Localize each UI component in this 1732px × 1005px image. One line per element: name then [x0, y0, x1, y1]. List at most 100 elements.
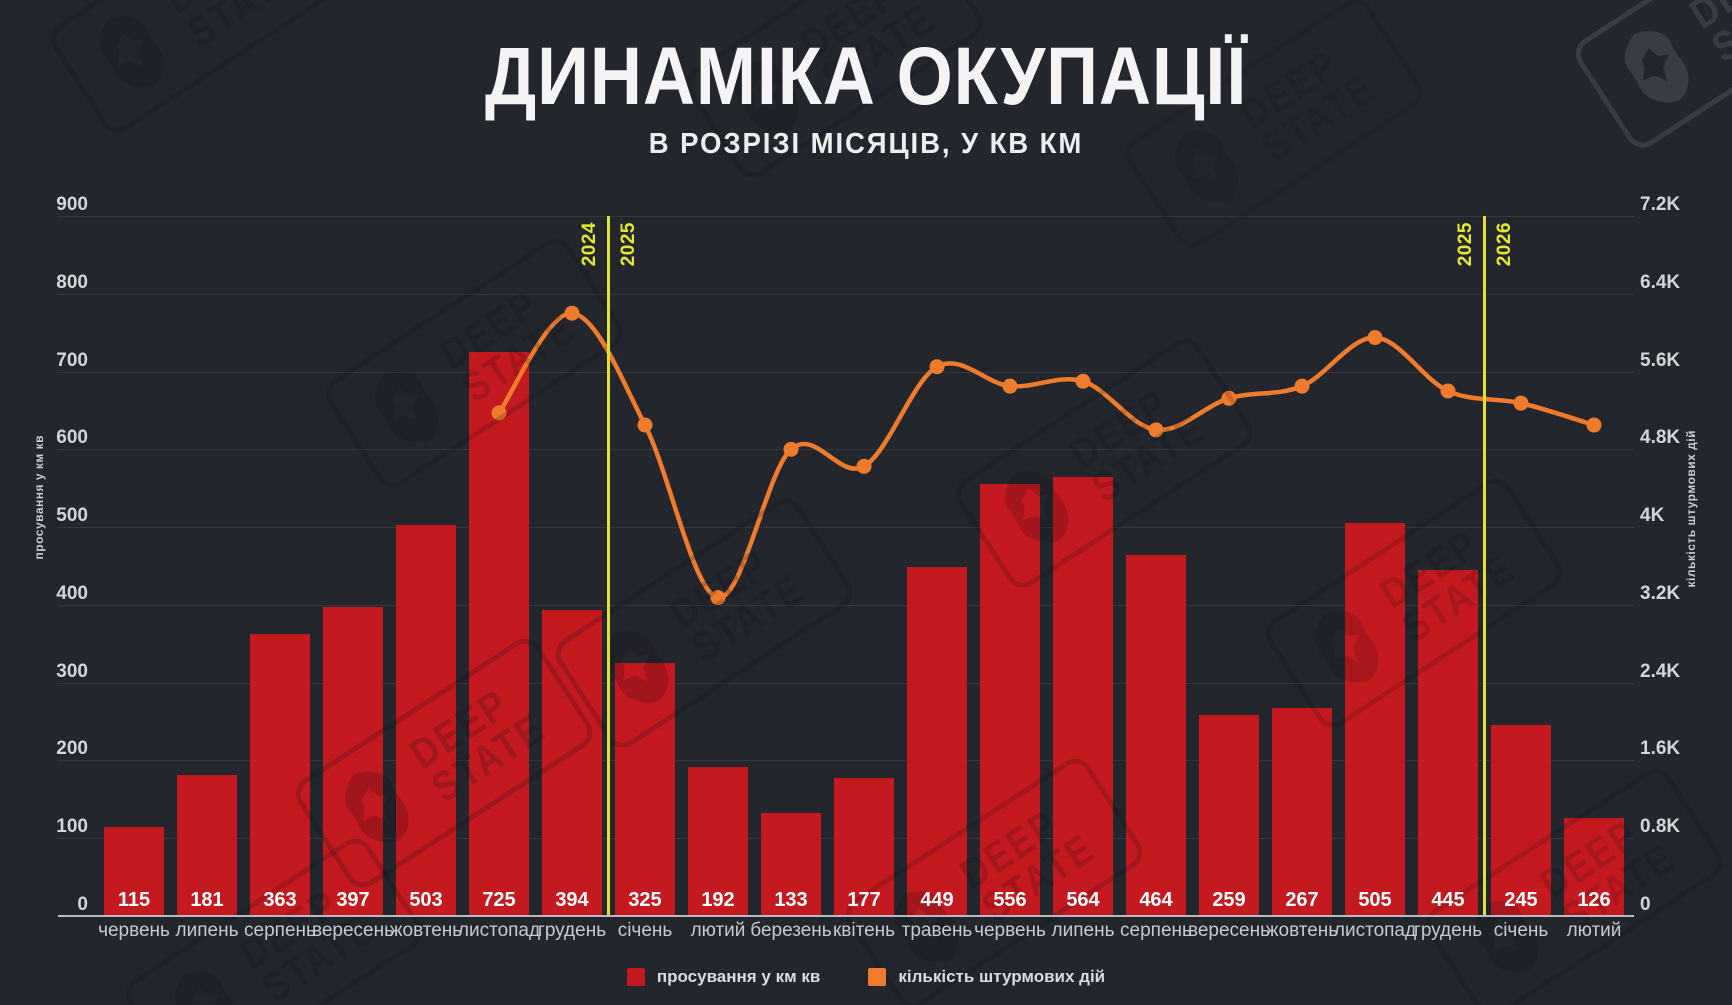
line-point — [1221, 390, 1237, 406]
month-label: жовтень — [1265, 920, 1339, 941]
bar-value-label: 449 — [920, 889, 954, 911]
month-label: лютий — [690, 920, 746, 941]
month-label: листопад — [1333, 920, 1417, 941]
left-axis-tick: 100 — [56, 816, 88, 838]
right-axis-tick: 1.6K — [1640, 738, 1681, 760]
line-point — [1513, 395, 1529, 411]
gridline — [58, 216, 1634, 217]
year-label-2025: 2025 — [1454, 222, 1476, 267]
bar-серпень — [250, 633, 310, 916]
bar-value-label: 259 — [1212, 889, 1246, 911]
line-point — [1075, 373, 1091, 389]
bar-квітень — [834, 778, 894, 916]
bar-жовтень — [396, 524, 456, 916]
bar-value-label: 245 — [1504, 889, 1538, 911]
bar-value-label: 394 — [555, 889, 589, 911]
right-axis-tick: 0.8K — [1640, 816, 1681, 838]
left-axis-title: просування у км кв — [32, 435, 46, 560]
line-path — [496, 310, 1597, 600]
bar-value-label: 725 — [482, 889, 516, 911]
gridline — [58, 293, 1634, 295]
chart-subtitle: В РОЗРІЗІ МІСЯЦІВ, У КВ КМ — [648, 128, 1084, 160]
watermark-text: DEEP STATE — [661, 539, 814, 672]
left-axis-tick: 0 — [77, 894, 88, 915]
month-label: січень — [1493, 920, 1549, 941]
left-axis-tick: 700 — [56, 349, 88, 371]
deepstate-watermark: DEEP STATE — [1258, 471, 1570, 735]
bar-грудень — [1418, 569, 1478, 916]
bar-value-label: 445 — [1431, 889, 1465, 911]
legend: просування у км кв кількість штурмових ді… — [0, 967, 1732, 987]
line-point — [1002, 378, 1018, 394]
watermark-text: DEEP STATE — [1682, 0, 1732, 72]
deepstate-logo-icon — [374, 371, 439, 443]
bar-липень — [177, 775, 237, 916]
month-label: вересень — [311, 920, 395, 941]
bar-листопад — [469, 352, 529, 916]
left-axis-tick: 400 — [56, 582, 88, 604]
year-divider-line — [1483, 216, 1486, 916]
bar-value-label: 181 — [190, 889, 224, 911]
month-label: грудень — [537, 920, 607, 941]
year-divider-line — [607, 216, 610, 916]
month-label: липень — [175, 920, 239, 941]
bar-value-label: 126 — [1577, 889, 1611, 911]
bar-value-label: 192 — [701, 889, 735, 911]
bar-листопад — [1345, 523, 1405, 916]
bar-value-label: 133 — [774, 889, 808, 911]
line-point — [856, 458, 872, 474]
bar-червень — [104, 826, 164, 916]
month-label: серпень — [244, 920, 316, 941]
left-axis-tick: 900 — [56, 194, 88, 215]
right-axis-tick: 4K — [1640, 505, 1665, 527]
month-label: травень — [901, 920, 973, 941]
gridline — [58, 449, 1634, 451]
month-label: червень — [974, 920, 1046, 941]
chart-title: ДИНАМІКА ОКУПАЦІЇ — [484, 31, 1248, 122]
year-label-2024: 2024 — [578, 222, 600, 267]
line-point — [710, 590, 726, 606]
bar-value-label: 325 — [628, 889, 662, 911]
month-label: жовтень — [389, 920, 463, 941]
legend-label: кількість штурмових дій — [898, 967, 1106, 986]
bar-value-label: 464 — [1139, 889, 1173, 911]
month-label: червень — [98, 920, 170, 941]
left-axis-tick: 200 — [56, 738, 88, 760]
month-label: серпень — [1120, 920, 1192, 941]
line-point — [564, 305, 580, 321]
gridline — [58, 371, 1634, 373]
legend-swatch — [868, 968, 887, 986]
line-point — [1440, 383, 1456, 399]
gridline — [58, 760, 1634, 762]
bar-value-label: 564 — [1066, 889, 1100, 911]
line-point — [1586, 417, 1602, 433]
right-axis-tick: 4.8K — [1640, 427, 1681, 449]
month-label: лютий — [1566, 920, 1622, 941]
bar-value-label: 505 — [1358, 889, 1392, 911]
month-label: листопад — [457, 920, 541, 941]
legend-swatch — [626, 968, 645, 986]
line-point — [637, 417, 653, 433]
bar-січень — [615, 663, 675, 916]
right-axis-tick: 0 — [1640, 894, 1651, 915]
bar-жовтень — [1272, 708, 1332, 916]
x-axis-line — [58, 915, 1634, 917]
year-label-2025: 2025 — [617, 222, 639, 267]
line-point — [1148, 422, 1164, 438]
bar-value-label: 363 — [263, 889, 297, 911]
month-label: квітень — [832, 920, 896, 941]
left-axis-tick: 300 — [56, 660, 88, 682]
bar-вересень — [1199, 714, 1259, 916]
bar-липень — [1053, 477, 1113, 916]
bar-value-label: 503 — [409, 889, 443, 911]
gridline — [58, 604, 1634, 606]
legend-label: просування у км кв — [656, 967, 821, 986]
left-axis-tick: 800 — [56, 271, 88, 293]
right-axis-tick: 3.2K — [1640, 582, 1681, 604]
legend-item: кількість штурмових дій — [868, 967, 1105, 987]
line-point — [1367, 330, 1383, 346]
month-label: вересень — [1187, 920, 1271, 941]
bar-грудень — [542, 609, 602, 916]
right-axis-tick: 5.6K — [1640, 349, 1681, 371]
